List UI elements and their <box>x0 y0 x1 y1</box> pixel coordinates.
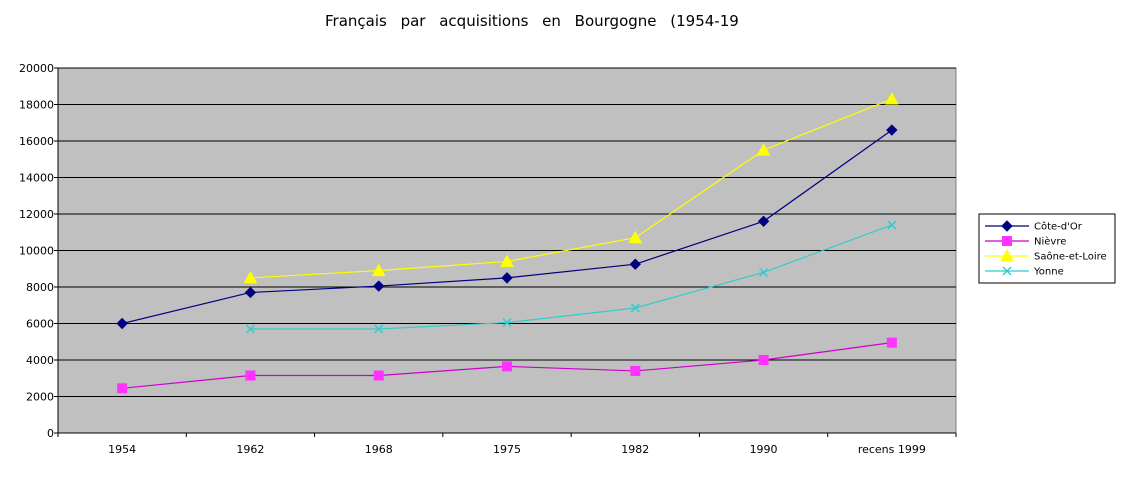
legend-item-sa-ne-et-loire-label: Saône-et-Loire <box>1034 251 1107 263</box>
series-yonne-point <box>245 324 255 334</box>
y-tick-label: 2000 <box>26 391 54 404</box>
legend-item-yonne-marker <box>1002 266 1012 276</box>
series-yonne-point-stroke <box>630 303 640 313</box>
series-ni-vre <box>117 337 897 394</box>
y-tick-label: 10000 <box>19 245 54 258</box>
y-tick-label: 6000 <box>26 318 54 331</box>
x-tick-label: 1968 <box>365 443 393 456</box>
legend-item-c-te-d-or: Côte-d'Or <box>985 220 1083 233</box>
legend-item-sa-ne-et-loire: Saône-et-Loire <box>985 248 1107 263</box>
x-tick-label: 1975 <box>493 443 521 456</box>
legend-item-c-te-d-or-marker <box>1001 220 1013 232</box>
series-yonne-point <box>374 324 384 334</box>
axes: 0 2000 4000 6000 8000 10000 12000 14000 16000 180… <box>19 62 957 456</box>
series-sa-ne-et-loire-point <box>756 143 771 156</box>
series-yonne-point-stroke <box>502 318 512 328</box>
series-c-te-d-or-point <box>373 280 385 292</box>
y-tick-label: 16000 <box>19 135 54 148</box>
y-tick-label: 12000 <box>19 208 54 221</box>
y-tick-label: 20000 <box>19 62 54 75</box>
series-yonne-point <box>502 318 512 328</box>
series-sa-ne-et-loire <box>243 91 899 284</box>
y-tick-label: 18000 <box>19 99 54 112</box>
series-yonne-point <box>630 303 640 313</box>
series-yonne <box>245 220 897 334</box>
series-yonne-point-stroke <box>374 324 384 334</box>
series-sa-ne-et-loire-point <box>500 254 514 267</box>
plot-area <box>57 67 957 434</box>
series-yonne-point-stroke <box>887 220 897 230</box>
x-tick-label: 1954 <box>108 443 136 456</box>
y-tick-label: 4000 <box>26 354 54 367</box>
series-sa-ne-et-loire-point <box>371 263 386 277</box>
legend-item-yonne-marker-stroke <box>1002 266 1012 276</box>
series-sa-ne-et-loire-point <box>628 230 643 244</box>
series-ni-vre-point <box>245 370 256 381</box>
legend-item-c-te-d-or-label: Côte-d'Or <box>1034 221 1083 233</box>
series-c-te-d-or <box>116 124 898 330</box>
series-ni-vre-point <box>886 337 897 348</box>
x-tick-label: 1982 <box>621 443 649 456</box>
series-c-te-d-or-point <box>244 286 257 299</box>
series-ni-vre-point <box>117 383 128 394</box>
series-yonne-line <box>250 224 893 330</box>
chart-title: Français par acquisitions en Bourgogne (… <box>325 12 739 30</box>
legend-item-yonne: Yonne <box>985 266 1064 278</box>
y-tick-label: 8000 <box>26 281 54 294</box>
legend-item-ni-vre: Nièvre <box>985 236 1066 248</box>
series-group <box>116 91 899 394</box>
series-ni-vre-point <box>630 365 641 376</box>
legend: Côte-d'Or Nièvre Saône-et-Loire Yonne <box>978 213 1116 284</box>
series-yonne-point <box>759 267 769 277</box>
series-c-te-d-or-point <box>629 258 641 270</box>
series-c-te-d-or-point <box>886 124 898 136</box>
series-sa-ne-et-loire-point <box>885 91 899 105</box>
series-ni-vre-point <box>373 370 384 381</box>
legend-item-ni-vre-marker <box>1002 236 1012 246</box>
series-ni-vre-point <box>502 361 512 372</box>
x-tick-label: 1990 <box>750 443 778 456</box>
series-sa-ne-et-loire-point <box>243 270 258 284</box>
series-c-te-d-or-point <box>501 272 513 284</box>
series-c-te-d-or-point <box>757 215 770 228</box>
series-c-te-d-or-point <box>116 317 128 330</box>
y-tick-label: 14000 <box>19 172 54 185</box>
legend-item-yonne-label: Yonne <box>1033 267 1064 278</box>
y-tick-label: 0 <box>47 427 54 440</box>
series-yonne-point <box>887 220 897 230</box>
legend-item-ni-vre-label: Nièvre <box>1034 236 1066 248</box>
series-sa-ne-et-loire-line <box>250 98 893 279</box>
series-ni-vre-point <box>758 355 769 365</box>
x-tick-label: 1962 <box>236 443 264 456</box>
series-yonne-point-stroke <box>759 267 769 277</box>
series-yonne-point-stroke <box>245 324 255 334</box>
x-tick-label: recens 1999 <box>858 443 926 456</box>
legend-item-sa-ne-et-loire-marker <box>1000 248 1014 262</box>
